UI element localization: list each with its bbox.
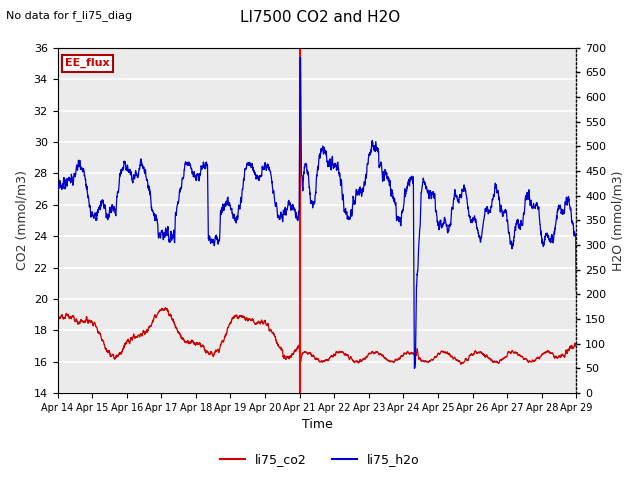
X-axis label: Time: Time xyxy=(301,419,332,432)
Text: No data for f_li75_diag: No data for f_li75_diag xyxy=(6,10,132,21)
Y-axis label: H2O (mmol/m3): H2O (mmol/m3) xyxy=(612,170,625,271)
Text: LI7500 CO2 and H2O: LI7500 CO2 and H2O xyxy=(240,10,400,24)
Legend: li75_co2, li75_h2o: li75_co2, li75_h2o xyxy=(215,448,425,471)
Y-axis label: CO2 (mmol/m3): CO2 (mmol/m3) xyxy=(15,170,28,270)
Text: EE_flux: EE_flux xyxy=(65,58,110,69)
